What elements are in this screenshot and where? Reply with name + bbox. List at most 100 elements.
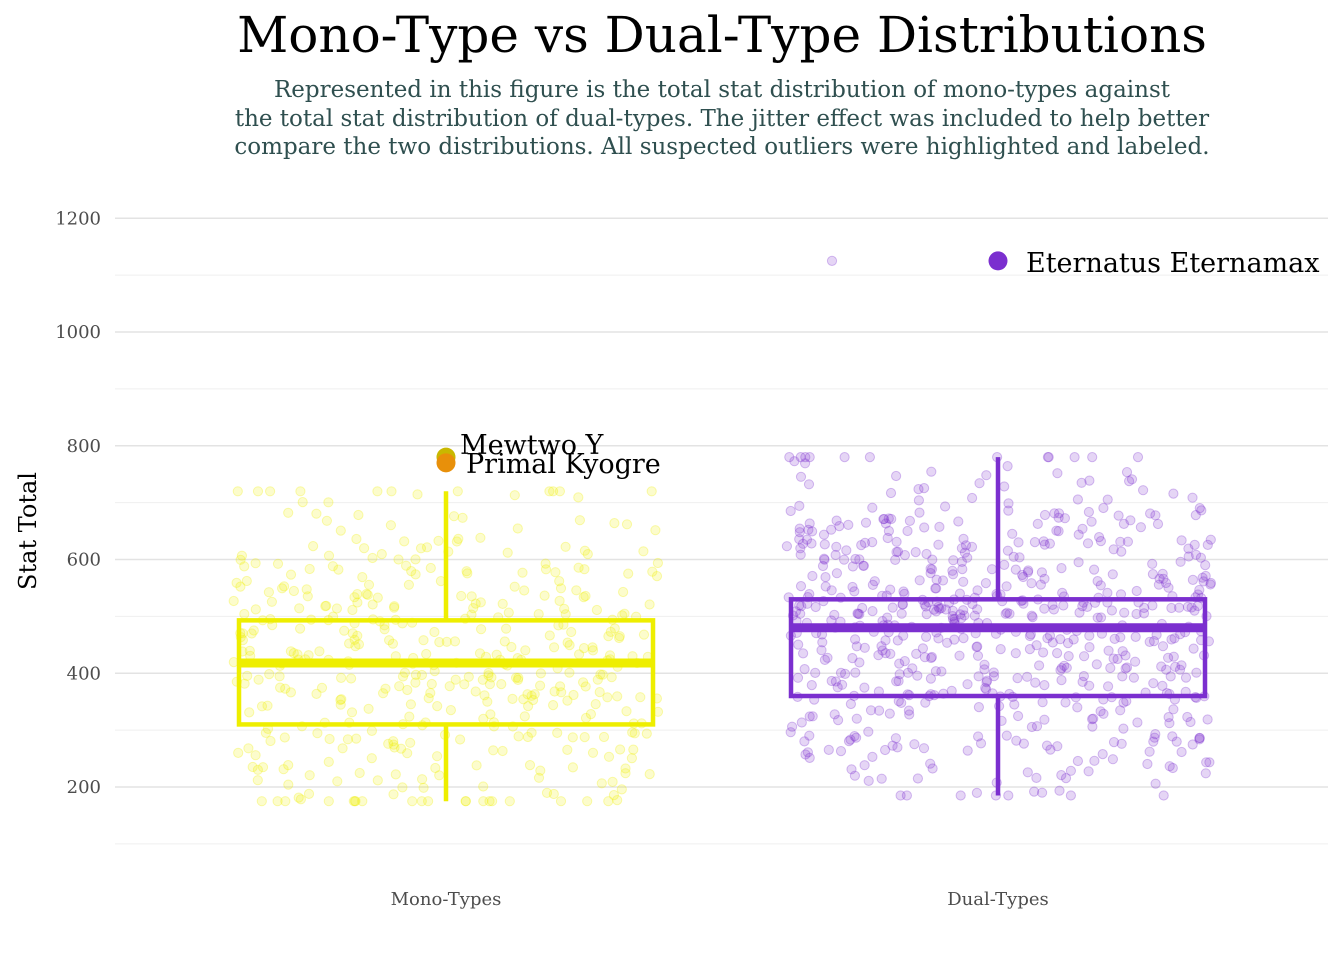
jitter-point [372, 775, 383, 786]
jitter-point [497, 745, 508, 757]
jitter-point [949, 634, 960, 645]
jitter-point [349, 592, 360, 603]
jitter-point [235, 581, 246, 592]
jitter-point [890, 733, 902, 744]
jitter-point [831, 541, 842, 552]
jitter-point [1023, 565, 1034, 576]
jitter-point [384, 635, 395, 646]
jitter-point [1027, 612, 1038, 623]
jitter-point [520, 645, 531, 656]
jitter-point [1044, 538, 1056, 549]
jitter-point [1038, 536, 1049, 547]
jitter-point [279, 581, 290, 592]
jitter-point [819, 654, 831, 666]
jitter-point [274, 671, 285, 682]
jitter-point [1084, 475, 1095, 486]
jitter-point [802, 747, 814, 758]
jitter-point [1167, 731, 1178, 742]
jitter-point [896, 608, 907, 619]
jitter-point [1039, 680, 1050, 691]
jitter-point [528, 694, 539, 706]
jitter-point [620, 768, 631, 779]
jitter-point [1125, 515, 1136, 526]
jitter-point [1031, 721, 1043, 732]
jitter-point [956, 556, 968, 568]
jitter-point [854, 554, 865, 565]
jitter-point [1194, 584, 1205, 596]
jitter-point [293, 792, 304, 803]
jitter-point [406, 566, 417, 577]
jitter-point [1112, 653, 1123, 665]
jitter-point [1130, 656, 1141, 667]
jitter-point [1039, 714, 1050, 725]
jitter-point [410, 569, 421, 580]
jitter-point [1060, 773, 1072, 784]
jitter-point [931, 574, 942, 585]
jitter-point [244, 707, 255, 718]
jitter-point [1176, 746, 1187, 758]
jitter-point [860, 517, 872, 528]
jitter-point [995, 644, 1006, 655]
jitter-point [781, 541, 793, 552]
jitter-point [580, 681, 591, 692]
jitter-point [641, 728, 652, 739]
jitter-point [830, 676, 842, 687]
jitter-point [1144, 636, 1155, 648]
jitter-point [638, 629, 650, 640]
jitter-point [1163, 582, 1174, 593]
jitter-point [578, 643, 590, 654]
jitter-point [894, 658, 905, 669]
outlier-point [436, 453, 456, 473]
jitter-point [807, 570, 818, 582]
jitter-point [859, 642, 870, 653]
jitter-point [804, 518, 815, 529]
jitter-point [1165, 671, 1176, 682]
jitter-point [876, 773, 887, 784]
jitter-point [541, 787, 553, 799]
subtitle-line-3: compare the two distributions. All suspe… [234, 134, 1210, 160]
jitter-point [278, 764, 289, 775]
jitter-point [468, 603, 479, 614]
jitter-point [1052, 468, 1063, 479]
jitter-point [806, 538, 817, 549]
jitter-point [337, 743, 348, 754]
jitter-point [931, 606, 942, 617]
jitter-point [1157, 680, 1168, 692]
jitter-point [859, 760, 870, 771]
jitter-point [850, 667, 861, 678]
jitter-point [549, 642, 560, 653]
jitter-point [579, 545, 591, 556]
jitter-point [432, 701, 443, 712]
jitter-point [1002, 607, 1013, 618]
jitter-point [982, 675, 993, 686]
jitter-point [1089, 755, 1100, 766]
jitter-point [379, 624, 390, 635]
jitter-point [552, 727, 563, 739]
jitter-point [1187, 492, 1198, 503]
jitter-point [533, 772, 545, 783]
jitter-point [311, 508, 322, 519]
jitter-point [1041, 740, 1053, 751]
jitter-point [1174, 664, 1186, 675]
jitter-point [405, 699, 416, 710]
jitter-point [257, 762, 269, 773]
jitter-point [1170, 661, 1181, 672]
jitter-point [980, 682, 991, 694]
jitter-point [1029, 786, 1040, 797]
jitter-point [635, 692, 646, 703]
jitter-point [1084, 680, 1095, 691]
jitter-point [1115, 536, 1126, 547]
jitter-point [1187, 739, 1198, 750]
grid-lines [115, 217, 1328, 845]
jitter-point [999, 481, 1010, 492]
jitter-point [789, 456, 800, 467]
jitter-point [1055, 634, 1066, 645]
jitter-point [1018, 738, 1030, 749]
jitter-point [896, 697, 907, 709]
jitter-point [351, 533, 362, 545]
jitter-point [1056, 663, 1067, 674]
jitter-point [614, 632, 625, 644]
jitter-point [819, 553, 830, 564]
jitter-point [331, 603, 342, 614]
jitter-point [795, 608, 806, 619]
